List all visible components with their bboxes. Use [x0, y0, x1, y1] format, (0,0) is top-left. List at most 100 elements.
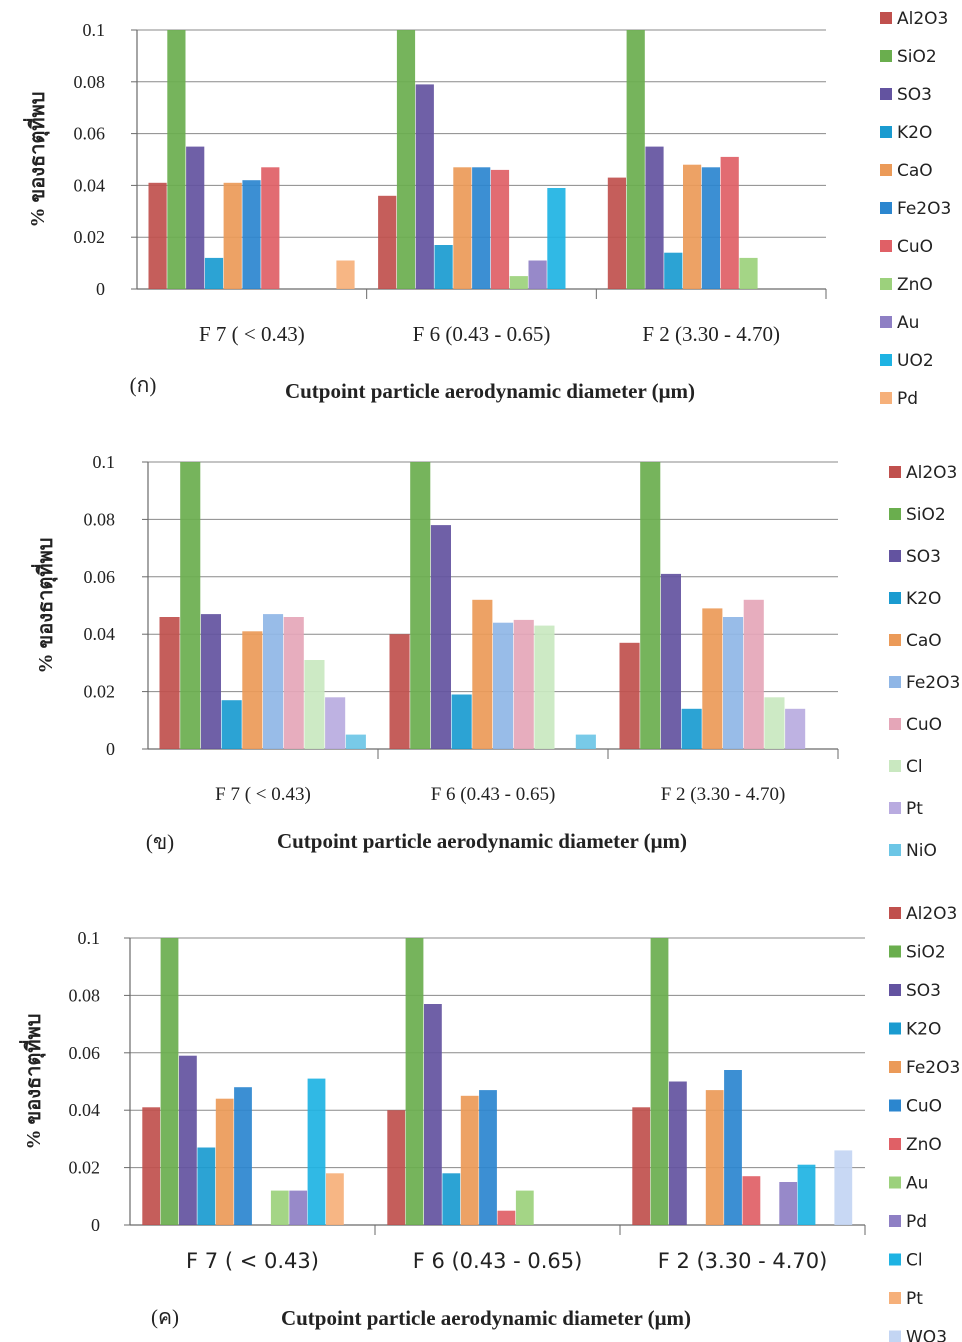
- bar-so3-1: [186, 146, 205, 289]
- legend-swatch: [889, 945, 901, 958]
- y-tick-label: 0.1: [93, 452, 116, 472]
- legend-label: NiO: [906, 841, 937, 861]
- bar-sio2-3: [640, 462, 661, 749]
- legend-swatch: [880, 12, 892, 24]
- panel-label: (ข): [146, 830, 174, 854]
- legend-swatch: [889, 1215, 901, 1227]
- bar-cao-2: [453, 167, 472, 289]
- bar-al2o3-1: [142, 1107, 161, 1225]
- y-tick-label: 0.02: [69, 1158, 101, 1178]
- legend-swatch: [889, 1061, 901, 1073]
- legend: Al2O3 SiO2 SO3 K2O CaO Fe2O3 CuO ZnO Au UO2 Pd: [880, 9, 951, 409]
- y-tick-label: 0.08: [69, 985, 101, 1005]
- x-tick-label: F 7 ( < 0.43): [199, 322, 305, 346]
- y-tick-label: 0.1: [78, 928, 101, 948]
- legend-label: ZnO: [897, 275, 933, 295]
- legend-swatch: [889, 1022, 901, 1035]
- bar-al2o3-3: [607, 177, 626, 289]
- y-tick-label: 0: [91, 1215, 100, 1235]
- bar-k2o-3: [681, 708, 702, 749]
- bar-so3-1: [179, 1055, 197, 1225]
- legend-swatch: [889, 1253, 901, 1266]
- legend-swatch: [880, 240, 892, 252]
- bar-zno-3: [742, 1176, 761, 1225]
- bar-sio2-3: [650, 938, 669, 1225]
- legend-label: CaO: [906, 631, 942, 651]
- x-tick-label: F 6 (0.43 - 0.65): [413, 322, 551, 346]
- bar-cuo-1: [261, 167, 280, 289]
- x-tick-label: F 7 ( < 0.43): [215, 784, 311, 805]
- legend-label: Al2O3: [897, 9, 948, 29]
- chart-panel-1: 0 0.02 0.04 0.06 0.08 0.1 F 7 ( < 0.43) F 6 (0.…: [22, 9, 951, 409]
- y-tick-label: 0.08: [74, 72, 106, 92]
- bar-al2o3-1: [159, 617, 180, 749]
- x-tick-label: F 2 (3.30 - 4.70): [661, 784, 786, 805]
- x-tick-label: F 2 (3.30 - 4.70): [642, 322, 780, 346]
- legend-swatch: [889, 676, 901, 688]
- bar-fe2o3-2: [493, 622, 514, 749]
- legend-label: Cl: [906, 757, 923, 777]
- legend-label: Fe2O3: [897, 199, 951, 219]
- legend-label: CuO: [897, 237, 933, 257]
- legend-label: CuO: [906, 715, 942, 735]
- legend-swatch: [889, 1176, 901, 1189]
- y-tick-label: 0.02: [84, 682, 116, 702]
- legend-swatch: [880, 202, 892, 214]
- y-tick-label: 0: [96, 279, 105, 299]
- bar-cuo-3: [720, 156, 739, 289]
- legend-swatch: [889, 984, 901, 996]
- bar-cuo-1: [283, 617, 304, 749]
- bar-k2o-2: [442, 1173, 461, 1225]
- legend-label: ZnO: [906, 1135, 942, 1155]
- bar-au-2: [528, 260, 547, 289]
- legend-label: SiO2: [897, 47, 937, 67]
- bar-k2o-1: [221, 700, 242, 749]
- legend-label: SO3: [906, 981, 941, 1001]
- bar-so3-1: [200, 614, 221, 749]
- bar-nio-1: [345, 734, 366, 749]
- bar-so3-3: [645, 146, 664, 289]
- legend-swatch: [889, 718, 901, 730]
- bar-cl-3: [797, 1164, 816, 1225]
- bar-cao-2: [472, 599, 493, 749]
- bar-so3-2: [424, 1004, 442, 1225]
- bar-pt-3: [785, 708, 806, 749]
- y-tick-label: 0.02: [74, 227, 106, 247]
- legend-label: Pd: [897, 389, 918, 409]
- bar-k2o-2: [434, 245, 453, 289]
- bar-cao-3: [683, 164, 702, 289]
- legend-swatch: [889, 508, 901, 520]
- bar-cl-1: [304, 660, 325, 749]
- legend: Al2O3 SiO2 SO3 K2O Fe2O3 CuO ZnO Au Pd Cl Pt WO3: [889, 904, 960, 1342]
- legend: Al2O3 SiO2 SO3 K2O CaO Fe2O3 CuO Cl Pt NiO: [889, 463, 960, 861]
- bar-au-2: [515, 1190, 534, 1225]
- bar-fe2o3-2: [472, 167, 491, 289]
- x-axis-label: Cutpoint particle aerodynamic diameter (…: [277, 829, 687, 853]
- bar-fe2o3-1: [263, 614, 284, 749]
- y-tick-label: 0.1: [83, 20, 106, 40]
- bar-zno-2: [497, 1210, 516, 1225]
- bar-sio2-2: [410, 462, 431, 749]
- bar-al2o3-1: [148, 182, 167, 289]
- x-tick-label: F 6 (0.43 - 0.65): [413, 1249, 583, 1273]
- x-axis-label: Cutpoint particle aerodynamic diameter (…: [281, 1306, 691, 1330]
- bar-cl-3: [764, 697, 785, 749]
- legend-label: Au: [906, 1174, 928, 1194]
- bar-sio2-1: [160, 938, 179, 1225]
- bar-cuo-1: [234, 1087, 252, 1225]
- bar-k2o-1: [197, 1147, 216, 1225]
- legend-label: SO3: [897, 85, 932, 105]
- bar-cuo-3: [724, 1070, 742, 1225]
- bar-fe2o3-2: [460, 1095, 479, 1225]
- bar-cuo-2: [490, 169, 510, 289]
- bar-so3-2: [415, 84, 434, 290]
- y-axis-label: % ของธาตุที่พบ: [18, 1014, 46, 1150]
- bar-cao-3: [702, 608, 723, 749]
- bar-sio2-2: [405, 938, 424, 1225]
- bar-pd-3: [779, 1182, 798, 1225]
- y-tick-label: 0.06: [84, 567, 116, 587]
- bar-al2o3-2: [378, 195, 397, 289]
- bar-al2o3-3: [619, 642, 640, 749]
- y-tick-label: 0.06: [69, 1043, 101, 1063]
